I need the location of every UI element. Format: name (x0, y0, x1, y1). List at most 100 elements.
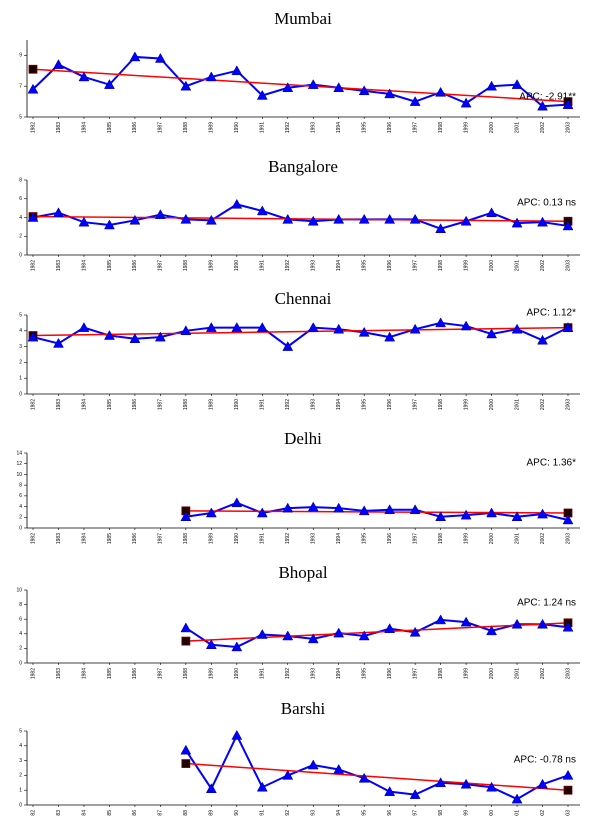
x-tick-label: 1997 (412, 399, 418, 410)
observed-point (435, 614, 447, 625)
observed-point (78, 322, 90, 332)
observed-point (511, 511, 523, 521)
trend-line (185, 510, 569, 514)
x-tick-label: 1989 (209, 399, 215, 410)
observed-point (358, 630, 370, 641)
x-tick-label: 1985 (107, 810, 113, 816)
observed-point (409, 789, 421, 799)
observed-point (27, 83, 39, 94)
observed-point (486, 625, 497, 636)
y-tick-label: 1 (19, 376, 22, 382)
observed-point (537, 618, 548, 629)
observed-point (180, 213, 192, 224)
observed-point (231, 641, 243, 652)
observed-line (32, 321, 569, 348)
x-tick-label: 1984 (81, 399, 87, 410)
x-tick-label: 1985 (107, 399, 113, 410)
observed-point (231, 198, 243, 209)
x-tick-label: 1989 (209, 122, 215, 133)
observed-point (282, 82, 294, 92)
observed-point (307, 79, 319, 89)
observed-point (231, 729, 243, 740)
observed-point (307, 322, 319, 332)
chart-title: Barshi (281, 699, 326, 718)
x-tick-label: 1999 (463, 668, 469, 679)
x-tick-label: 1993 (311, 260, 317, 271)
observed-point (333, 213, 345, 224)
x-tick-label: 1998 (438, 668, 444, 679)
observed-line (185, 733, 569, 801)
observed-point (205, 214, 217, 225)
y-tick-label: 0 (19, 525, 22, 531)
observed-point (460, 778, 472, 789)
annotation: APC: 1.36* (527, 458, 577, 469)
x-tick-label: 1991 (260, 399, 266, 410)
observed-point (511, 79, 523, 89)
observed-point (486, 207, 497, 218)
x-tick-label: 1992 (285, 668, 291, 679)
observed-point (562, 514, 574, 525)
x-tick-label: 1991 (260, 810, 266, 816)
x-tick-label: 1984 (81, 260, 87, 271)
observed-point (409, 504, 421, 515)
x-tick-label: 1983 (56, 810, 62, 816)
y-tick-label: 2 (19, 773, 22, 779)
observed-point (511, 618, 523, 629)
observed-point (53, 207, 64, 218)
observed-point (231, 322, 243, 332)
x-tick-label: 1995 (362, 533, 368, 544)
x-tick-label: 2000 (489, 668, 495, 679)
y-tick-label: 8 (19, 602, 22, 608)
observed-line (185, 618, 569, 648)
x-tick-label: 1985 (107, 122, 113, 133)
x-tick-label: 1982 (30, 260, 36, 271)
observed-point (460, 320, 472, 331)
observed-point (511, 323, 523, 334)
y-tick-label: 5 (19, 728, 22, 734)
chart-title: Mumbai (274, 9, 332, 28)
observed-point (282, 213, 294, 224)
trend-line (32, 215, 569, 222)
y-tick-label: 3 (19, 758, 22, 764)
x-tick-label: 2000 (489, 810, 495, 816)
observed-point (409, 323, 421, 334)
observed-point (333, 627, 345, 638)
observed-point (333, 82, 345, 92)
x-tick-label: 1992 (285, 260, 291, 271)
x-tick-label: 1994 (336, 668, 342, 679)
x-tick-label: 2002 (540, 122, 546, 133)
x-tick-label: 1990 (234, 810, 240, 816)
trend-line (32, 326, 569, 337)
x-tick-label: 1997 (412, 533, 418, 544)
x-tick-label: 1992 (285, 122, 291, 133)
y-tick-label: 6 (19, 196, 22, 202)
x-tick-label: 2003 (565, 533, 571, 544)
observed-point (460, 215, 472, 226)
observed-point (358, 772, 370, 783)
x-tick-label: 1997 (412, 810, 418, 816)
observed-point (205, 507, 217, 518)
y-tick-label: 4 (19, 328, 22, 334)
trend-line (32, 68, 569, 103)
x-tick-label: 1986 (132, 122, 138, 133)
x-tick-label: 2003 (565, 122, 571, 133)
observed-point (333, 763, 345, 774)
y-tick-label: 2 (19, 234, 22, 240)
y-tick-label: 2 (19, 515, 22, 521)
observed-point (384, 623, 396, 633)
x-tick-label: 1982 (30, 122, 36, 133)
x-tick-label: 1997 (412, 260, 418, 271)
observed-point (486, 80, 497, 91)
y-tick-label: 4 (19, 215, 22, 221)
x-tick-label: 1991 (260, 260, 266, 271)
observed-point (307, 215, 319, 226)
y-tick-label: 4 (19, 631, 22, 637)
observed-point (205, 783, 217, 793)
x-tick-label: 1982 (30, 668, 36, 679)
x-tick-label: 1984 (81, 533, 87, 544)
x-tick-label: 2001 (514, 122, 520, 133)
x-tick-label: 1983 (56, 260, 62, 271)
x-tick-label: 2001 (514, 399, 520, 410)
